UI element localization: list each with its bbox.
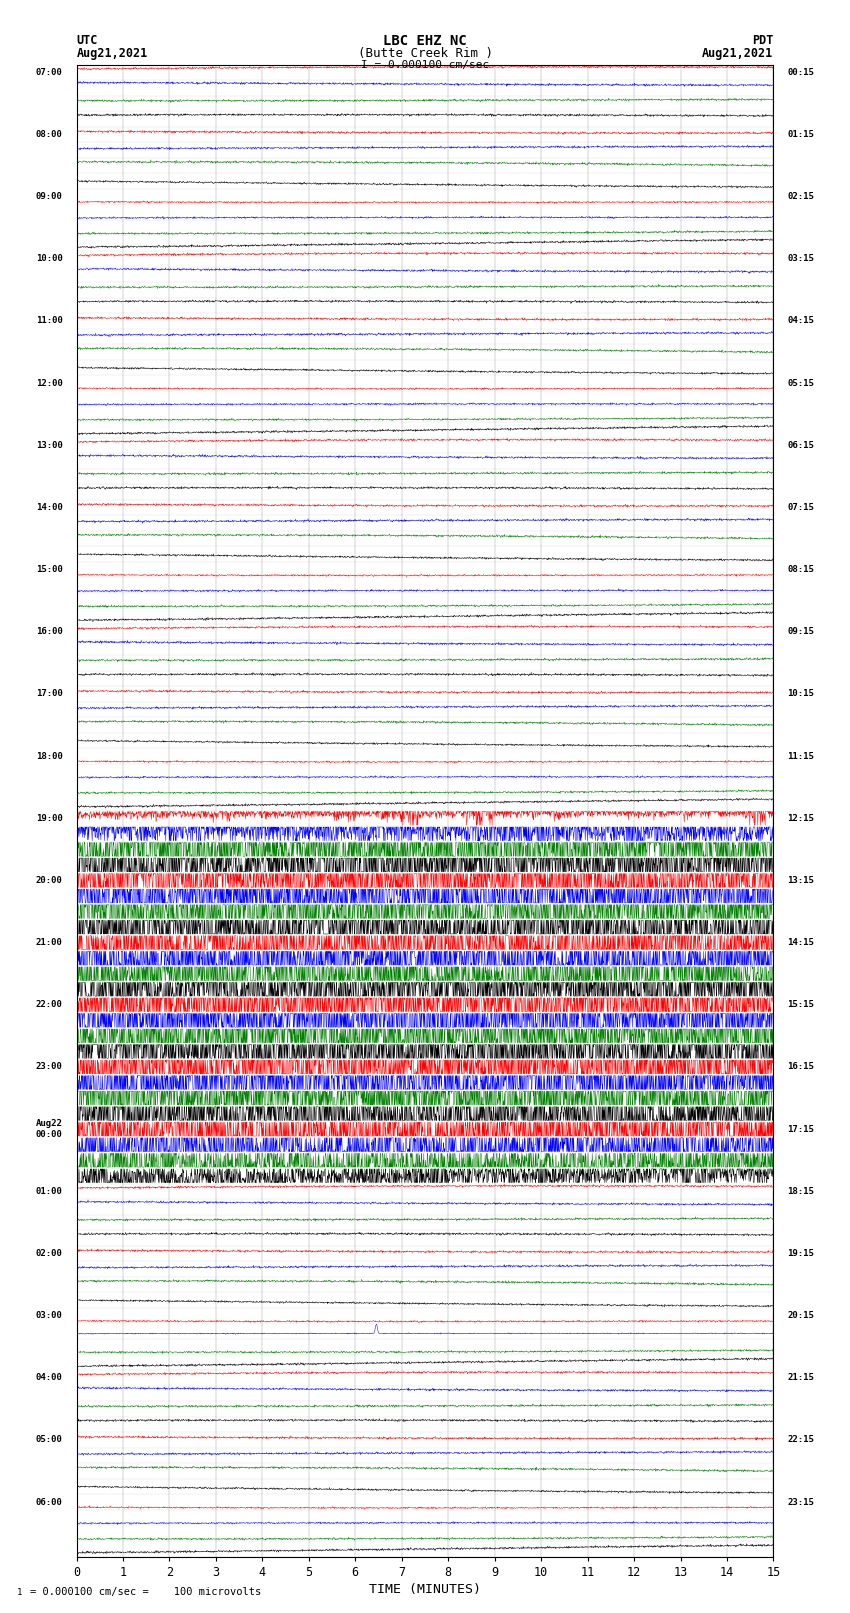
Text: 14:00: 14:00 [36, 503, 63, 511]
Text: 04:00: 04:00 [36, 1373, 63, 1382]
Text: 19:15: 19:15 [787, 1248, 814, 1258]
Text: 07:00: 07:00 [36, 68, 63, 77]
Text: 23:15: 23:15 [787, 1497, 814, 1507]
Text: 12:15: 12:15 [787, 815, 814, 823]
Text: 06:00: 06:00 [36, 1497, 63, 1507]
Text: 00:15: 00:15 [787, 68, 814, 77]
Text: 20:00: 20:00 [36, 876, 63, 886]
Text: 16:15: 16:15 [787, 1063, 814, 1071]
Text: Aug21,2021: Aug21,2021 [76, 47, 148, 60]
Text: 03:00: 03:00 [36, 1311, 63, 1319]
Text: 18:15: 18:15 [787, 1187, 814, 1195]
Text: 20:15: 20:15 [787, 1311, 814, 1319]
Text: 05:15: 05:15 [787, 379, 814, 387]
Text: 01:15: 01:15 [787, 131, 814, 139]
Text: 17:00: 17:00 [36, 689, 63, 698]
Text: 02:15: 02:15 [787, 192, 814, 202]
Text: PDT: PDT [752, 34, 774, 47]
Text: 11:15: 11:15 [787, 752, 814, 761]
Text: 06:15: 06:15 [787, 440, 814, 450]
Text: 15:15: 15:15 [787, 1000, 814, 1010]
Text: 21:15: 21:15 [787, 1373, 814, 1382]
Text: I = 0.000100 cm/sec: I = 0.000100 cm/sec [361, 60, 489, 69]
Text: 07:15: 07:15 [787, 503, 814, 511]
Text: 22:15: 22:15 [787, 1436, 814, 1445]
Text: 19:00: 19:00 [36, 815, 63, 823]
X-axis label: TIME (MINUTES): TIME (MINUTES) [369, 1582, 481, 1595]
Text: 03:15: 03:15 [787, 255, 814, 263]
Text: 15:00: 15:00 [36, 565, 63, 574]
Text: 13:15: 13:15 [787, 876, 814, 886]
Text: 16:00: 16:00 [36, 627, 63, 636]
Text: 10:15: 10:15 [787, 689, 814, 698]
Text: 05:00: 05:00 [36, 1436, 63, 1445]
Text: 22:00: 22:00 [36, 1000, 63, 1010]
Text: 21:00: 21:00 [36, 939, 63, 947]
Text: Aug21,2021: Aug21,2021 [702, 47, 774, 60]
Text: 12:00: 12:00 [36, 379, 63, 387]
Text: 13:00: 13:00 [36, 440, 63, 450]
Text: 17:15: 17:15 [787, 1124, 814, 1134]
Text: 09:15: 09:15 [787, 627, 814, 636]
Text: = 0.000100 cm/sec =    100 microvolts: = 0.000100 cm/sec = 100 microvolts [30, 1587, 261, 1597]
Text: 23:00: 23:00 [36, 1063, 63, 1071]
Text: 09:00: 09:00 [36, 192, 63, 202]
Text: UTC: UTC [76, 34, 98, 47]
Text: Aug22
00:00: Aug22 00:00 [36, 1119, 63, 1139]
Text: 04:15: 04:15 [787, 316, 814, 326]
Text: 10:00: 10:00 [36, 255, 63, 263]
Text: 01:00: 01:00 [36, 1187, 63, 1195]
Text: 14:15: 14:15 [787, 939, 814, 947]
Text: 18:00: 18:00 [36, 752, 63, 761]
Text: 11:00: 11:00 [36, 316, 63, 326]
Text: (Butte Creek Rim ): (Butte Creek Rim ) [358, 47, 492, 60]
Text: 08:00: 08:00 [36, 131, 63, 139]
Text: 1: 1 [17, 1587, 22, 1597]
Text: LBC EHZ NC: LBC EHZ NC [383, 34, 467, 48]
Text: 02:00: 02:00 [36, 1248, 63, 1258]
Text: 08:15: 08:15 [787, 565, 814, 574]
